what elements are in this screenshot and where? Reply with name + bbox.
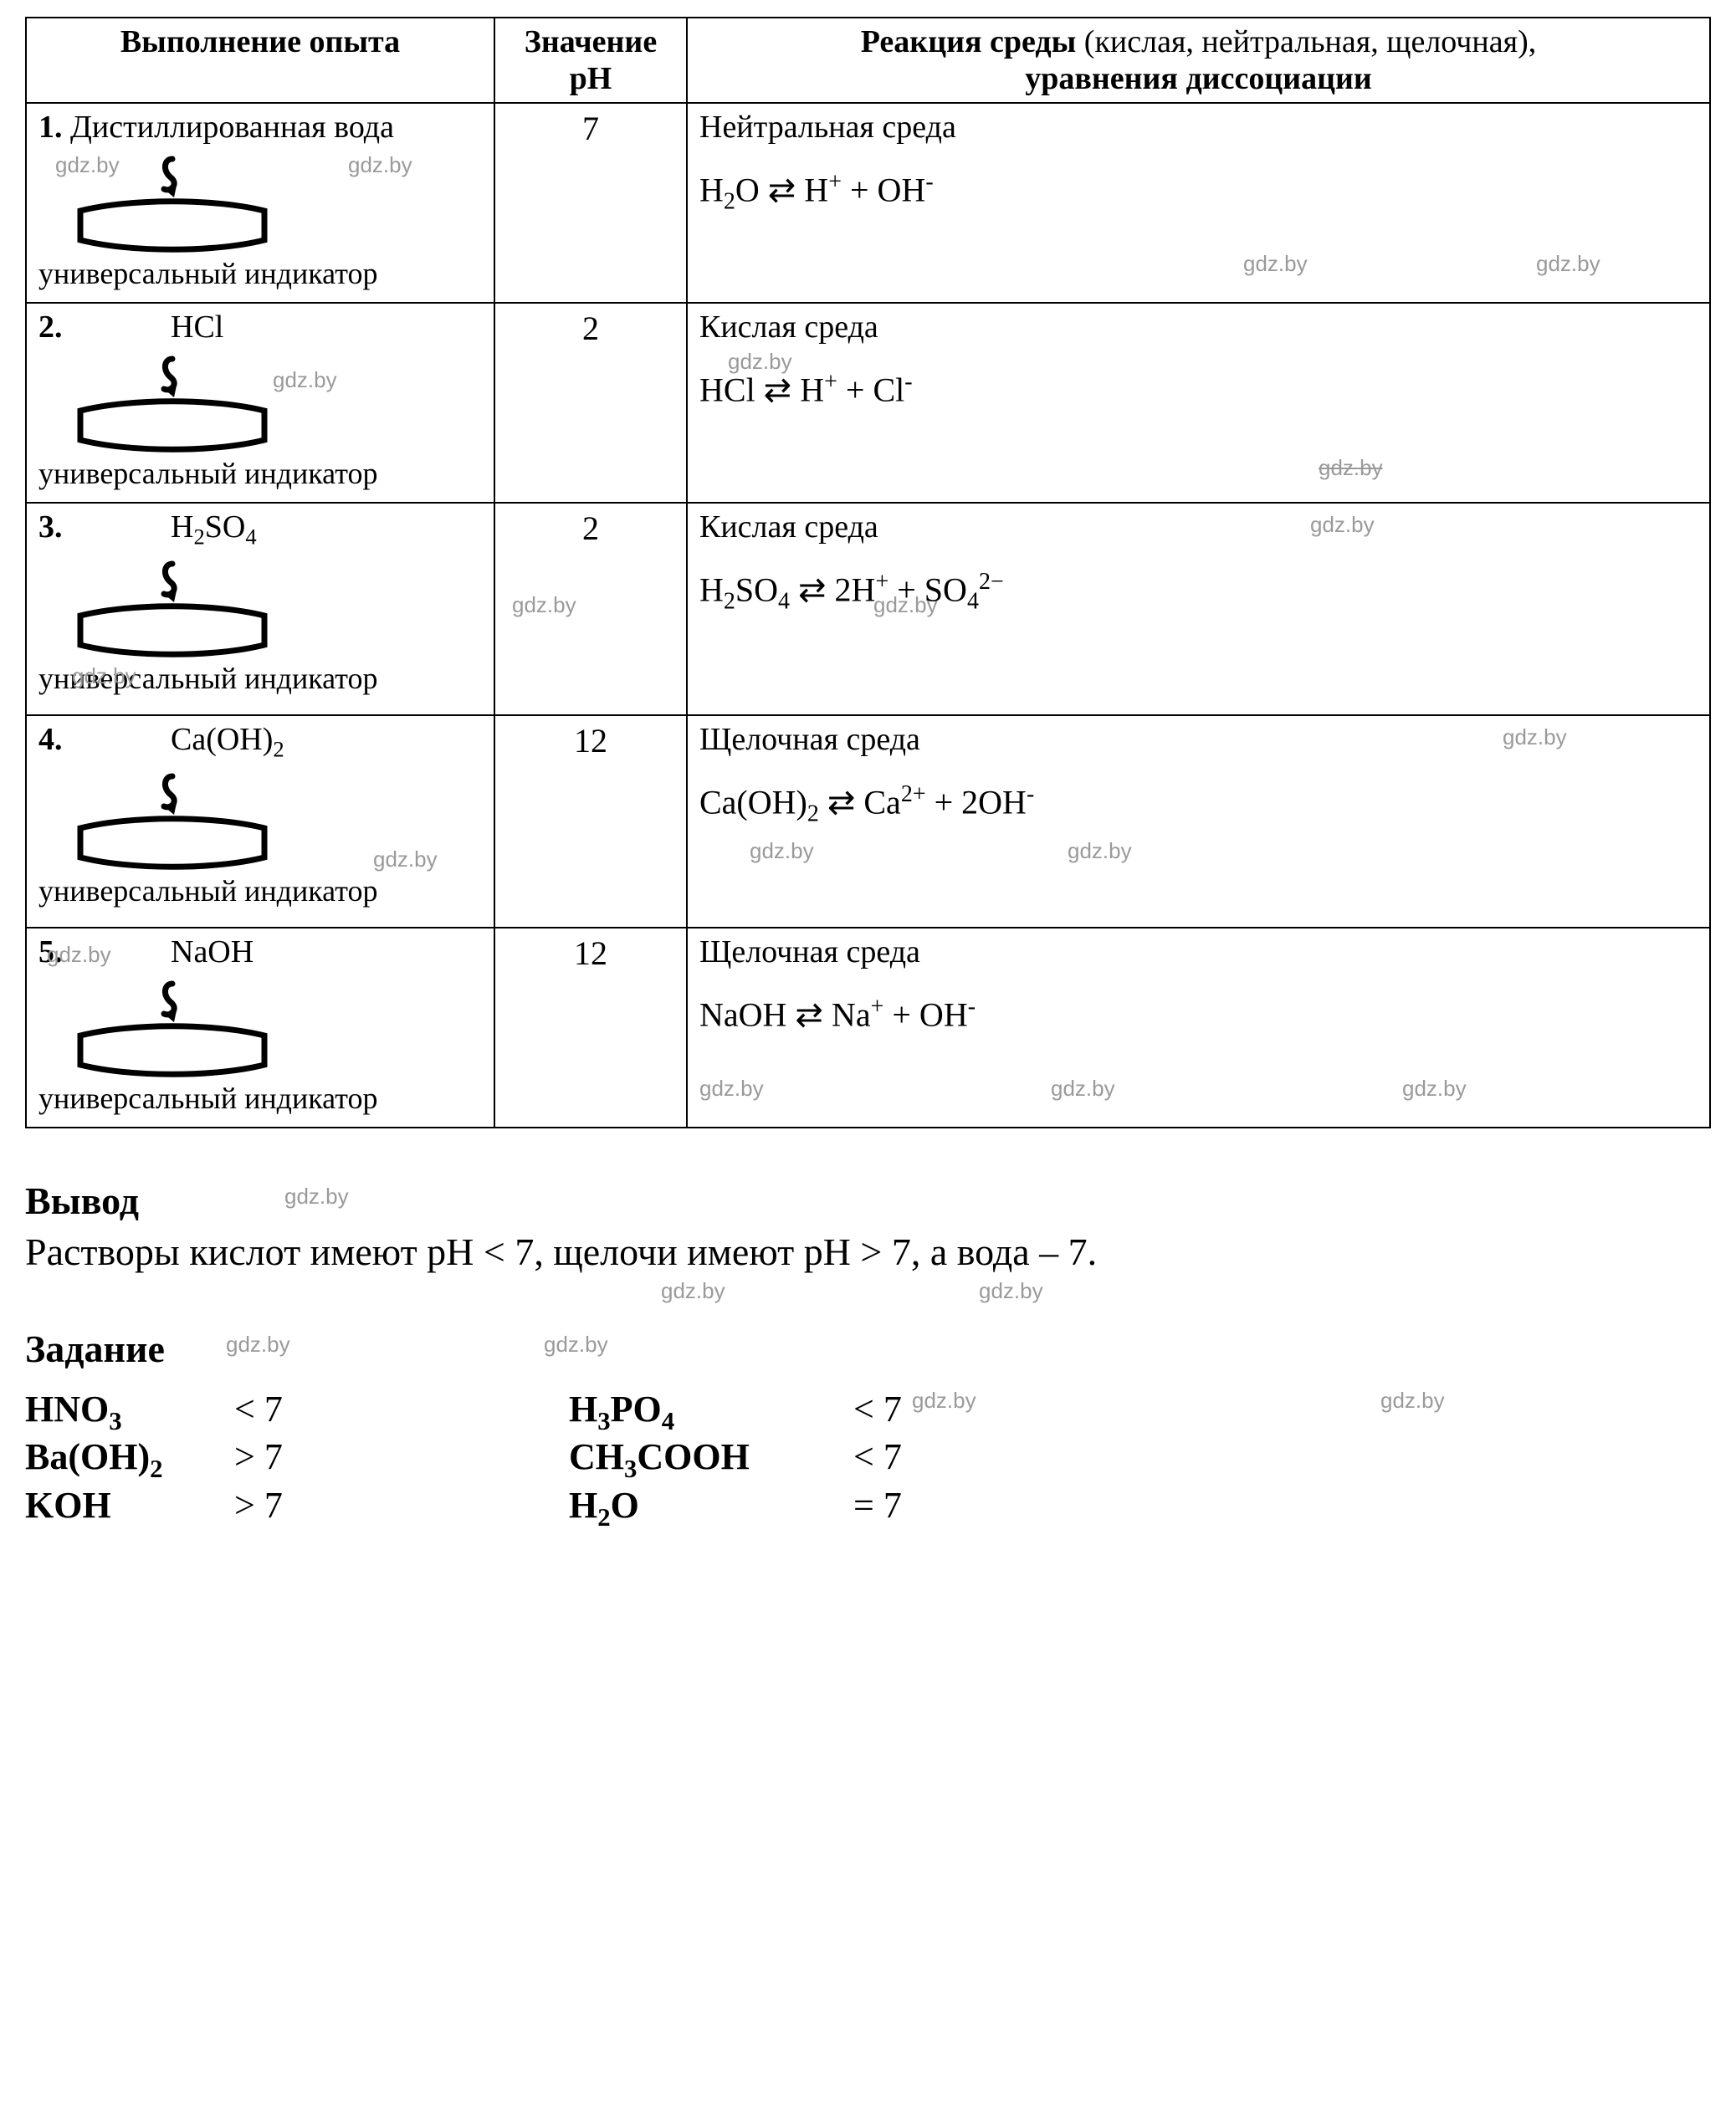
substance-3: H2SO4: [171, 509, 257, 550]
indicator-strip-icon: [64, 352, 281, 453]
task-value: < 7: [853, 1388, 1021, 1436]
equation-3: H2SO4 ⇄ 2H+ + SO42−: [699, 569, 1698, 615]
experiments-table: Выполнение опыта Значение pH Реакция сре…: [25, 17, 1711, 1128]
conclusion-heading: Вывод: [25, 1179, 139, 1222]
table-row: 3. H2SO4 универсальный индикатор gdz.by …: [26, 503, 1710, 715]
task-value: < 7: [853, 1435, 1021, 1484]
cell-experiment-1: 1. Дистиллированная вода универсальный и…: [26, 103, 494, 303]
watermark: gdz.by: [273, 367, 337, 393]
task-heading: Задание: [25, 1327, 165, 1370]
task-formula: HNO3: [25, 1388, 234, 1436]
task-formula: CH3COOH: [569, 1435, 853, 1484]
indicator-label-3: универсальный индикатор: [38, 661, 482, 696]
cell-reaction-3: Кислая среда H2SO4 ⇄ 2H+ + SO42− gdz.by …: [687, 503, 1710, 715]
watermark: gdz.by: [1380, 1388, 1445, 1414]
watermark: gdz.by: [750, 838, 814, 864]
indicator-label-1: универсальный индикатор: [38, 256, 482, 291]
header-ph-line2: pH: [570, 61, 612, 96]
substance-4: Ca(OH)2: [171, 721, 284, 763]
indicator-label-4: универсальный индикатор: [38, 873, 482, 908]
task-row: KOH > 7 H2O = 7: [25, 1484, 1711, 1532]
watermark: gdz.by: [699, 1076, 764, 1102]
equation-4: Ca(OH)2 ⇄ Ca2+ + 2OH-: [699, 781, 1698, 827]
cell-ph-1: 7: [494, 103, 687, 303]
task-row: Ba(OH)2 > 7 CH3COOH < 7: [25, 1435, 1711, 1484]
cell-experiment-2: 2. HCl универсальный индикатор gdz.by: [26, 303, 494, 503]
cell-reaction-5: Щелочная среда NaOH ⇄ Na+ + OH- gdz.by g…: [687, 928, 1710, 1128]
substance-5: NaOH: [171, 934, 253, 970]
table-row: 4. Ca(OH)2 универсальный индикатор gdz.b…: [26, 715, 1710, 928]
environment-4: Щелочная среда: [699, 721, 1698, 758]
indicator-label-2: универсальный индикатор: [38, 456, 482, 491]
environment-1: Нейтральная среда: [699, 109, 1698, 146]
watermark: gdz.by: [284, 1184, 349, 1210]
watermark: gdz.by: [226, 1332, 290, 1358]
task-section: Задание gdz.by gdz.by HNO3 < 7 H3PO4 < 7…: [25, 1327, 1711, 1532]
task-formula: Ba(OH)2: [25, 1435, 234, 1484]
watermark: gdz.by: [1051, 1076, 1115, 1102]
watermark: gdz.by: [373, 847, 438, 872]
cell-ph-2: 2: [494, 303, 687, 503]
header-reaction: Реакция среды (кислая, нейтральная, щело…: [687, 18, 1710, 103]
header-experiment: Выполнение опыта: [26, 18, 494, 103]
equation-2: HCl ⇄ H+ + Cl-: [699, 369, 1698, 409]
indicator-strip-icon: [64, 977, 281, 1077]
cell-ph-4: 12: [494, 715, 687, 928]
task-value: < 7: [234, 1388, 569, 1436]
watermark: gdz.by: [348, 152, 412, 178]
environment-5: Щелочная среда: [699, 934, 1698, 970]
watermark: gdz.by: [1068, 838, 1132, 864]
task-formula: H3PO4: [569, 1388, 853, 1436]
cell-experiment-4: 4. Ca(OH)2 универсальный индикатор gdz.b…: [26, 715, 494, 928]
cell-reaction-1: Нейтральная среда H2O ⇄ H+ + OH- gdz.by …: [687, 103, 1710, 303]
indicator-strip-icon: [64, 152, 281, 253]
watermark: gdz.by: [1319, 455, 1383, 481]
watermark: gdz.by: [1536, 251, 1600, 277]
task-value: > 7: [234, 1484, 569, 1532]
task-value: > 7: [234, 1435, 569, 1484]
header-rxn-line2: уравнения диссоциации: [1025, 61, 1372, 96]
table-row: 5. NaOH универсальный индикатор gdz.by 1…: [26, 928, 1710, 1128]
conclusion-section: Вывод gdz.by Растворы кислот имеют pH < …: [25, 1179, 1711, 1276]
cell-experiment-5: 5. NaOH универсальный индикатор gdz.by: [26, 928, 494, 1128]
task-formula: KOH: [25, 1484, 234, 1532]
indicator-label-5: универсальный индикатор: [38, 1081, 482, 1116]
table-row: 1. Дистиллированная вода универсальный и…: [26, 103, 1710, 303]
substance-2: HCl: [171, 309, 223, 345]
indicator-strip-icon: [64, 557, 281, 657]
task-value: = 7: [853, 1484, 1021, 1532]
indicator-strip-icon: [64, 770, 281, 870]
watermark: gdz.by: [1243, 251, 1308, 277]
header-ph: Значение pH: [494, 18, 687, 103]
header-ph-line1: Значение: [525, 24, 657, 59]
cell-ph-5: 12: [494, 928, 687, 1128]
task-row: HNO3 < 7 H3PO4 < 7 gdz.by gdz.by: [25, 1388, 1711, 1436]
cell-reaction-4: Щелочная среда Ca(OH)2 ⇄ Ca2+ + 2OH- gdz…: [687, 715, 1710, 928]
watermark: gdz.by: [544, 1332, 608, 1358]
environment-2: Кислая среда: [699, 309, 1698, 345]
environment-3: Кислая среда: [699, 509, 1698, 545]
watermark: gdz.by: [1402, 1076, 1467, 1102]
task-table: HNO3 < 7 H3PO4 < 7 gdz.by gdz.by Ba(OH)2…: [25, 1388, 1711, 1532]
watermark: gdz.by: [661, 1278, 725, 1304]
cell-reaction-2: Кислая среда HCl ⇄ H+ + Cl- gdz.by gdz.b…: [687, 303, 1710, 503]
equation-5: NaOH ⇄ Na+ + OH-: [699, 994, 1698, 1034]
header-rxn-line1: Реакция среды (кислая, нейтральная, щело…: [861, 24, 1537, 59]
watermark: gdz.by: [512, 592, 576, 618]
equation-1: H2O ⇄ H+ + OH-: [699, 169, 1698, 215]
cell-experiment-3: 3. H2SO4 универсальный индикатор gdz.by: [26, 503, 494, 715]
table-row: 2. HCl универсальный индикатор gdz.by 2 …: [26, 303, 1710, 503]
conclusion-text: Растворы кислот имеют pH < 7, щелочи име…: [25, 1228, 1711, 1276]
cell-ph-3: 2 gdz.by: [494, 503, 687, 715]
task-formula: H2O: [569, 1484, 853, 1532]
substance-1: Дистиллированная вода: [70, 110, 394, 145]
watermark: gdz.by: [979, 1278, 1043, 1304]
